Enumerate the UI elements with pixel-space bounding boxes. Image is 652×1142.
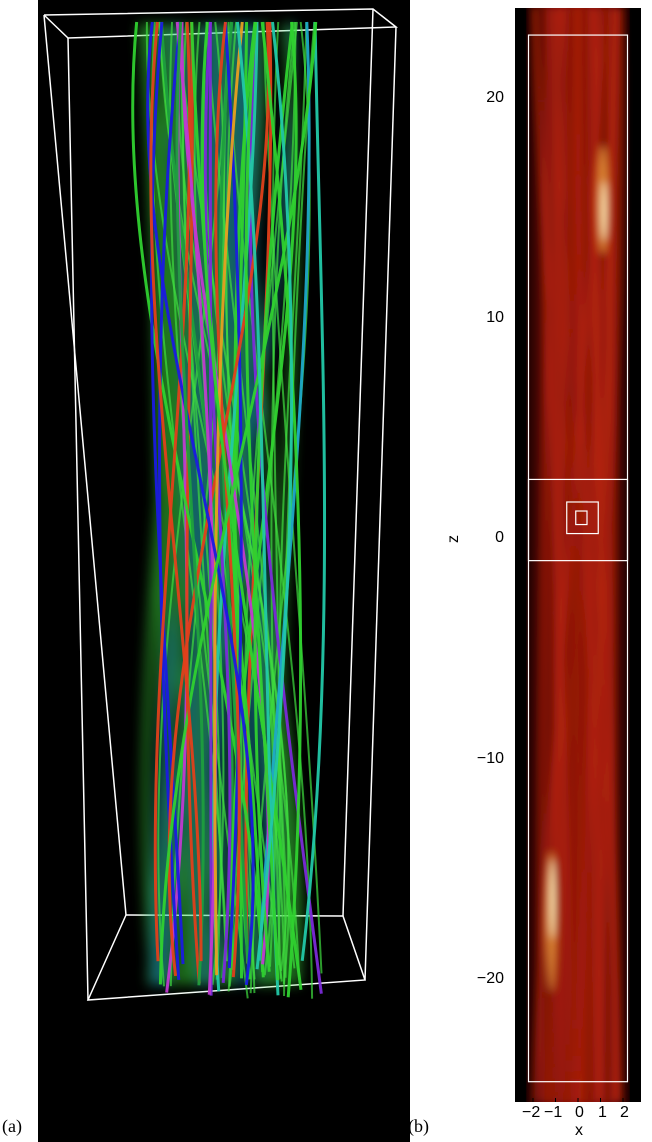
- y-tick-label: 0: [495, 529, 504, 546]
- x-tick-label: 1: [598, 1104, 607, 1121]
- field-line: [230, 21, 298, 970]
- field-line: [146, 21, 255, 986]
- heatmap-field: [526, 8, 630, 1102]
- field-line: [213, 21, 244, 976]
- field-line-rendering-panel: [38, 0, 410, 1142]
- y-tick-label: −10: [476, 750, 504, 767]
- field-line: [260, 21, 303, 998]
- field-line: [200, 21, 303, 991]
- y-tick-label: 10: [486, 309, 504, 326]
- x-tick-label: 2: [620, 1104, 629, 1121]
- field-line: [131, 21, 265, 978]
- field-line: [253, 21, 294, 972]
- y-axis-title: z: [445, 535, 462, 543]
- field-line: [218, 21, 250, 964]
- field-line: [271, 21, 281, 966]
- heatmap-panel: [515, 8, 641, 1102]
- field-line: [255, 21, 293, 970]
- x-tick-label: −2: [522, 1104, 541, 1121]
- overlay-boxes: [527, 34, 629, 1083]
- x-tick-label: −1: [544, 1104, 563, 1121]
- field-line: [158, 21, 318, 985]
- panel-b-label: (b): [408, 1116, 429, 1136]
- y-tick-label: −20: [476, 970, 504, 987]
- axis-ticks: [515, 109, 624, 1102]
- field-line: [175, 21, 205, 986]
- overlay-box: [566, 501, 599, 535]
- field-line: [149, 21, 203, 962]
- field-line: [300, 21, 327, 961]
- field-line: [185, 21, 201, 984]
- field-line: [214, 21, 241, 978]
- heatmap: [515, 8, 630, 1102]
- x-axis-title: x: [575, 1122, 583, 1139]
- y-tick-label: 20: [486, 89, 504, 106]
- panel-a-label: (a): [2, 1116, 22, 1136]
- field-lines: [131, 21, 327, 999]
- field-line: [150, 21, 185, 965]
- x-tick-label: 0: [575, 1104, 584, 1121]
- overlay-box: [575, 510, 588, 526]
- field-line-rendering: [43, 8, 399, 1001]
- overlay-box: [527, 478, 629, 562]
